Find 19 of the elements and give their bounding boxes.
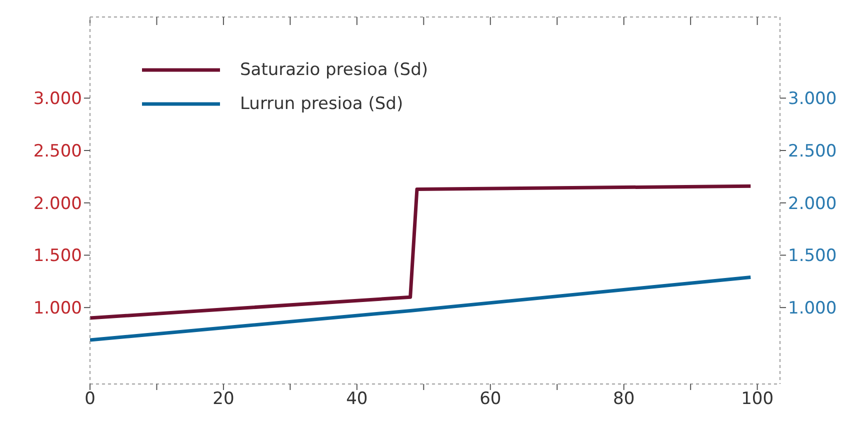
legend-label: Saturazio presioa (Sd) [240,59,428,82]
line-series [90,184,752,320]
x-tick-label: 60 [480,389,502,410]
y2-tick-label: 3.000 [788,89,837,110]
y2-tick-label: 1.500 [788,246,837,266]
y-tick-label: 1.000 [33,298,82,319]
x-tick-label: 80 [613,389,635,410]
y-tick-label: 2.500 [33,142,82,162]
x-tick-label: 100 [741,389,774,410]
y2-tick-label: 2.500 [788,142,837,162]
x-tick-label: 0 [84,389,96,410]
y2-tick-label: 1.000 [788,298,837,319]
x-tick-label: 20 [212,389,234,410]
legend-label: Lurrun presioa (Sd) [240,93,404,116]
x-tick-label: 40 [346,389,368,410]
y-tick-label: 2.000 [33,194,82,214]
y-tick-label: 3.000 [33,89,82,110]
y-tick-label: 1.500 [33,246,82,266]
y2-tick-label: 2.000 [788,194,837,214]
